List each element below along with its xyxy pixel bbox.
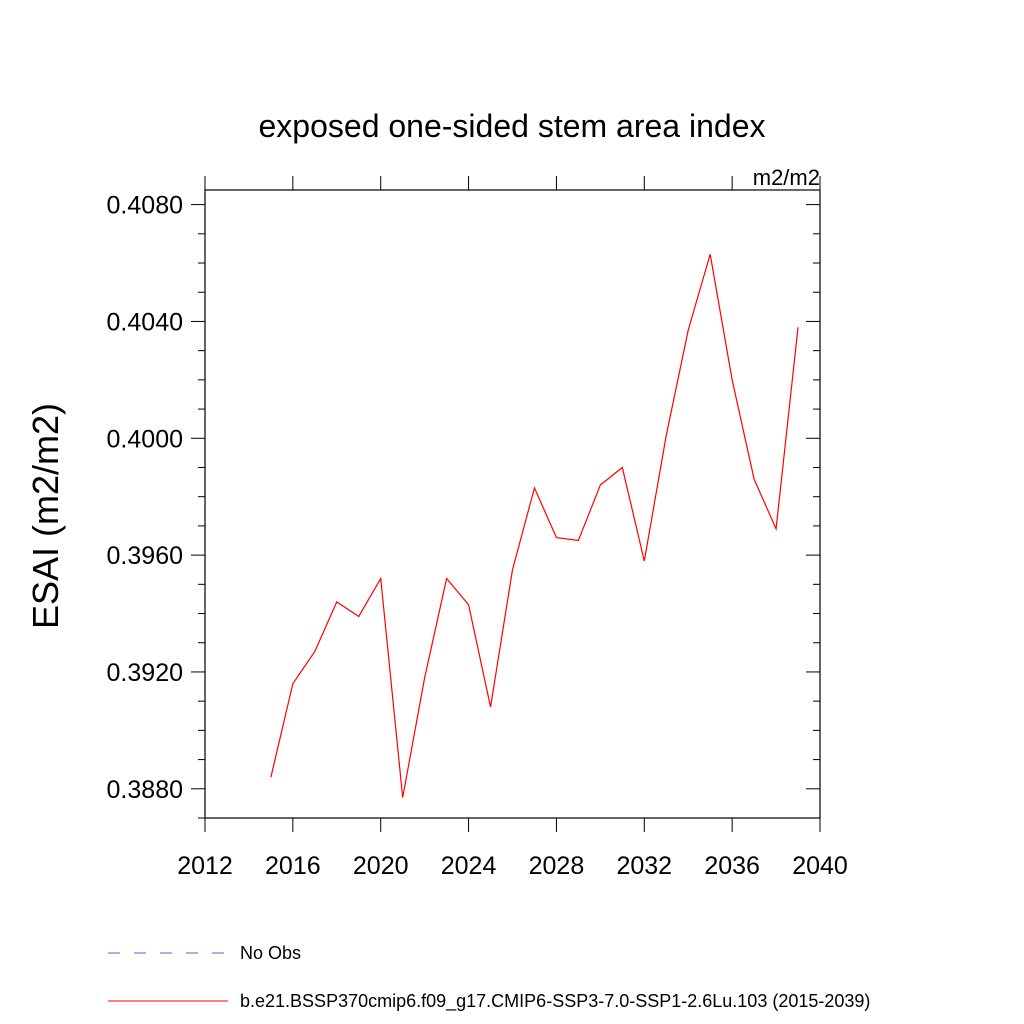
y-tick-labels: 0.3880 0.3920 0.3960 0.4000 0.4040 0.4080: [107, 192, 183, 804]
x-tick-label: 2016: [265, 852, 321, 880]
chart-title: exposed one-sided stem area index: [259, 108, 766, 144]
plot-frame: [204, 189, 821, 819]
y-axis-label: ESAI (m2/m2): [25, 403, 66, 629]
x-tick-label: 2028: [529, 852, 585, 880]
x-tick-label: 2024: [441, 852, 497, 880]
x-tick-label: 2020: [353, 852, 409, 880]
y-tick-label: 0.4000: [107, 425, 183, 453]
y-tick-label: 0.4080: [107, 192, 183, 220]
series-group: [270, 254, 799, 798]
legend-label-no-obs: No Obs: [240, 943, 301, 963]
x-tick-label: 2032: [616, 852, 672, 880]
x-tick-label: 2012: [177, 852, 233, 880]
legend: No Obs b.e21.BSSP370cmip6.f09_g17.CMIP6-…: [108, 943, 870, 1012]
y-tick-label: 0.3920: [107, 659, 183, 687]
units-label: m2/m2: [753, 165, 820, 190]
axis-ticks: [191, 176, 821, 832]
x-tick-label: 2036: [704, 852, 760, 880]
series-line-0: [270, 254, 799, 798]
y-tick-label: 0.4040: [107, 308, 183, 336]
legend-label-model: b.e21.BSSP370cmip6.f09_g17.CMIP6-SSP3-7.…: [240, 991, 870, 1012]
x-tick-labels: 2012 2016 2020 2024 2028 2032 2036 2040: [177, 852, 848, 880]
x-tick-label: 2040: [792, 852, 848, 880]
y-tick-label: 0.3960: [107, 542, 183, 570]
y-tick-label: 0.3880: [107, 776, 183, 804]
